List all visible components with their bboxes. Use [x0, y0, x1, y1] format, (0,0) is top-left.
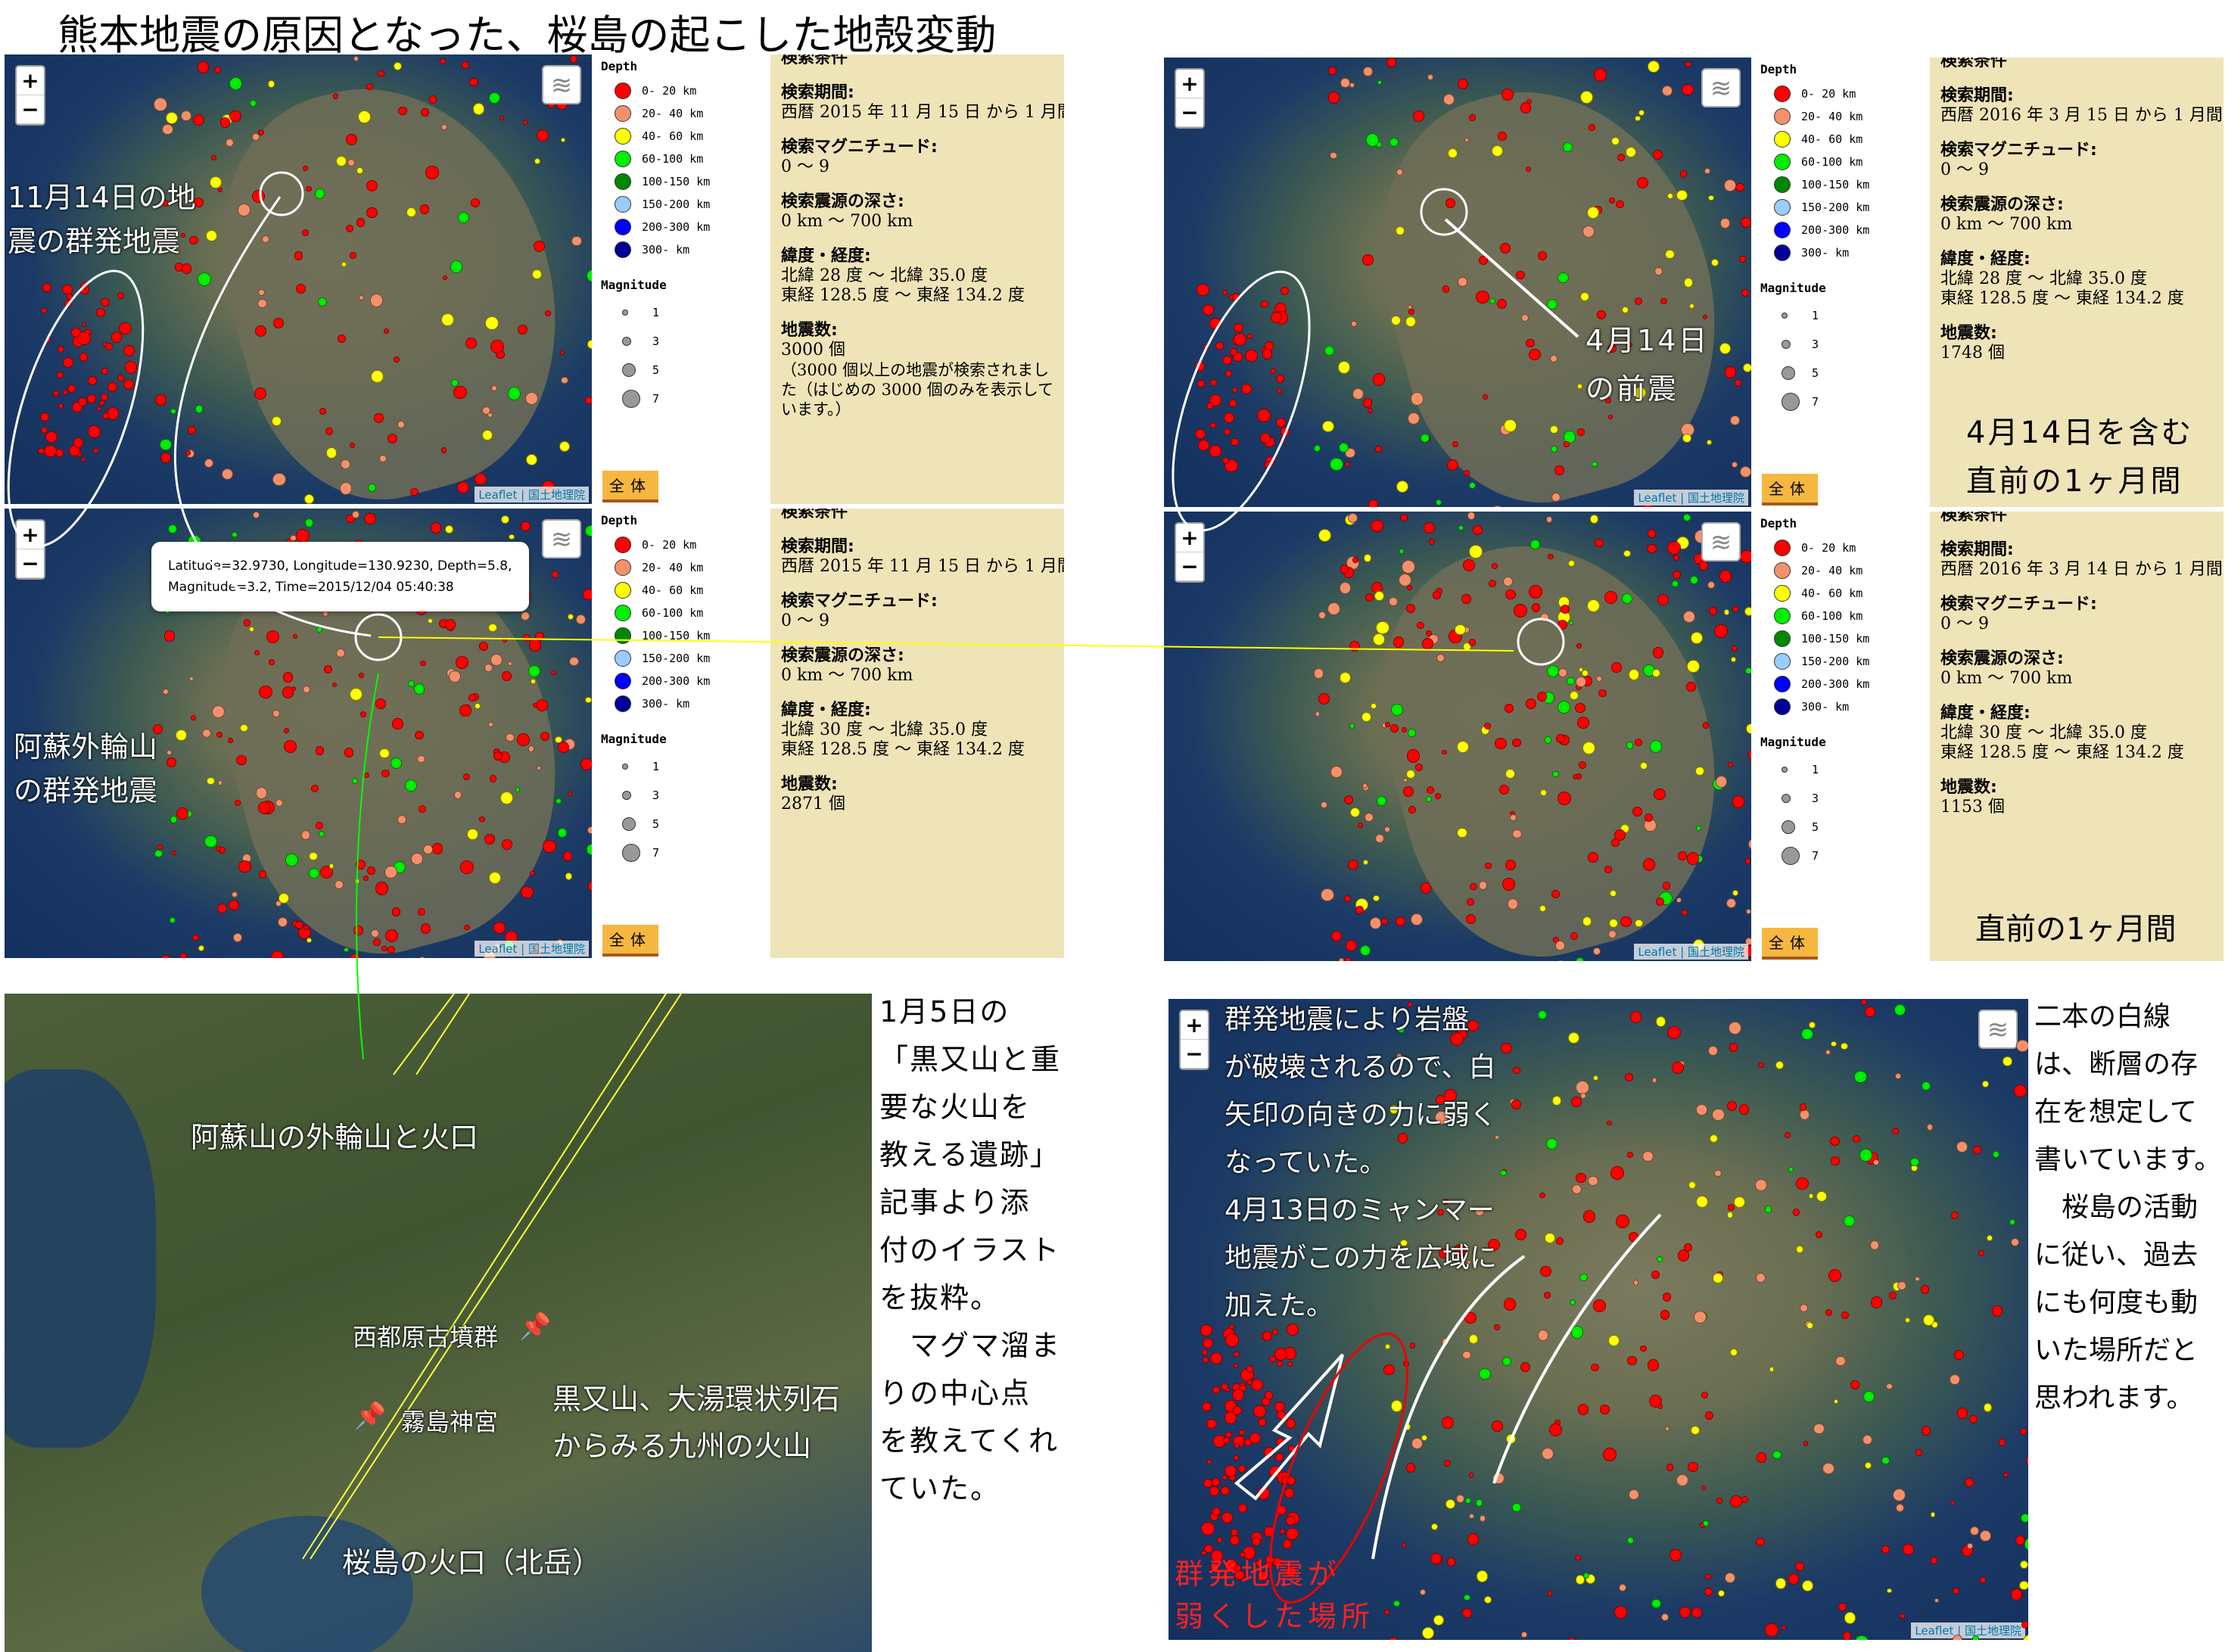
- caption-line: 1月5日の: [879, 988, 1061, 1036]
- fault-line: [1494, 1215, 1660, 1483]
- label-line: 黒又山、大湯環状列石: [552, 1376, 840, 1423]
- caption-line: は、断層の存: [2034, 1041, 2221, 1088]
- illustration-caption: 1月5日の「黒又山と重要な火山を教える遺跡」記事より添付のイラストを抜粋。 マグ…: [879, 988, 1061, 1513]
- caption-line: が破壊されるので、白: [1225, 1044, 1497, 1091]
- label-kuromata: 黒又山、大湯環状列石からみる九州の火山: [552, 1376, 840, 1470]
- caption-line: 在を想定して: [2034, 1088, 2221, 1136]
- caption-line: 思われます。: [2034, 1374, 2221, 1422]
- caption-line: マグマ溜ま: [879, 1322, 1061, 1370]
- caption-line: 地震がこの力を広域に: [1225, 1234, 1497, 1282]
- caption-line: 矢印の向きの力に弱く: [1225, 1091, 1497, 1139]
- caption-line: に従い、過去: [2034, 1231, 2221, 1279]
- white-arrow: [1445, 219, 1578, 337]
- white-arrow: [175, 197, 371, 636]
- caption-line: 二本の白線: [2034, 993, 2221, 1041]
- caption-line: 要な火山を: [879, 1084, 1061, 1131]
- caption-line: なっていた。: [1225, 1139, 1497, 1187]
- caption-line: にも何度も動: [2034, 1279, 2221, 1327]
- label-line: 弱くした場所: [1175, 1595, 1374, 1638]
- caption-line: 加えた。: [1225, 1282, 1497, 1330]
- caption-line: 桜島の活動: [2034, 1184, 2221, 1231]
- caption-line: りの中心点: [879, 1370, 1061, 1417]
- label-aso: 阿蘇山の外輪山と火口: [191, 1115, 478, 1159]
- caption-line: ていた。: [879, 1465, 1061, 1513]
- green-connector-line: [356, 674, 378, 1059]
- label-sakurajima: 桜島の火口（北岳）: [342, 1541, 601, 1585]
- highlight-circle: [260, 173, 303, 215]
- highlight-circle: [1518, 619, 1564, 664]
- analysis-overlay-text: 群発地震により岩盤が破壊されるので、白矢印の向きの力に弱くなっていた。4月13日…: [1225, 996, 1497, 1330]
- analysis-caption: 二本の白線は、断層の存在を想定して書いています。 桜島の活動に従い、過去にも何度…: [2034, 993, 2221, 1422]
- label-kirishima: 霧島神宮: [401, 1400, 498, 1444]
- cluster-ellipse: [1145, 255, 1338, 547]
- caption-line: 付のイラスト: [879, 1227, 1061, 1274]
- highlight-circle: [1421, 189, 1467, 235]
- yellow-connector-line: [378, 637, 1514, 651]
- caption-line: 群発地震により岩盤: [1225, 996, 1497, 1044]
- caption-line: 「黒又山と重: [879, 1036, 1061, 1084]
- caption-line: いた場所だと: [2034, 1327, 2221, 1374]
- caption-line: 教える遺跡」: [879, 1131, 1061, 1179]
- caption-line: 記事より添: [879, 1179, 1061, 1227]
- label-line: からみる九州の火山: [552, 1423, 840, 1470]
- force-arrow-icon: [1237, 1355, 1343, 1498]
- caption-line: を教えてくれ: [879, 1417, 1061, 1465]
- caption-line: 4月13日のミャンマー: [1225, 1187, 1497, 1234]
- caption-line: を抜粋。: [879, 1274, 1061, 1322]
- label-line: 群発地震が: [1175, 1553, 1374, 1595]
- yellow-guide-lines: [303, 994, 681, 1559]
- caption-line: 書いています。: [2034, 1136, 2221, 1184]
- cluster-ellipse: [0, 256, 170, 562]
- label-saitobaru: 西都原古墳群: [353, 1315, 498, 1359]
- weak-zone-label: 群発地震が弱くした場所: [1175, 1553, 1374, 1638]
